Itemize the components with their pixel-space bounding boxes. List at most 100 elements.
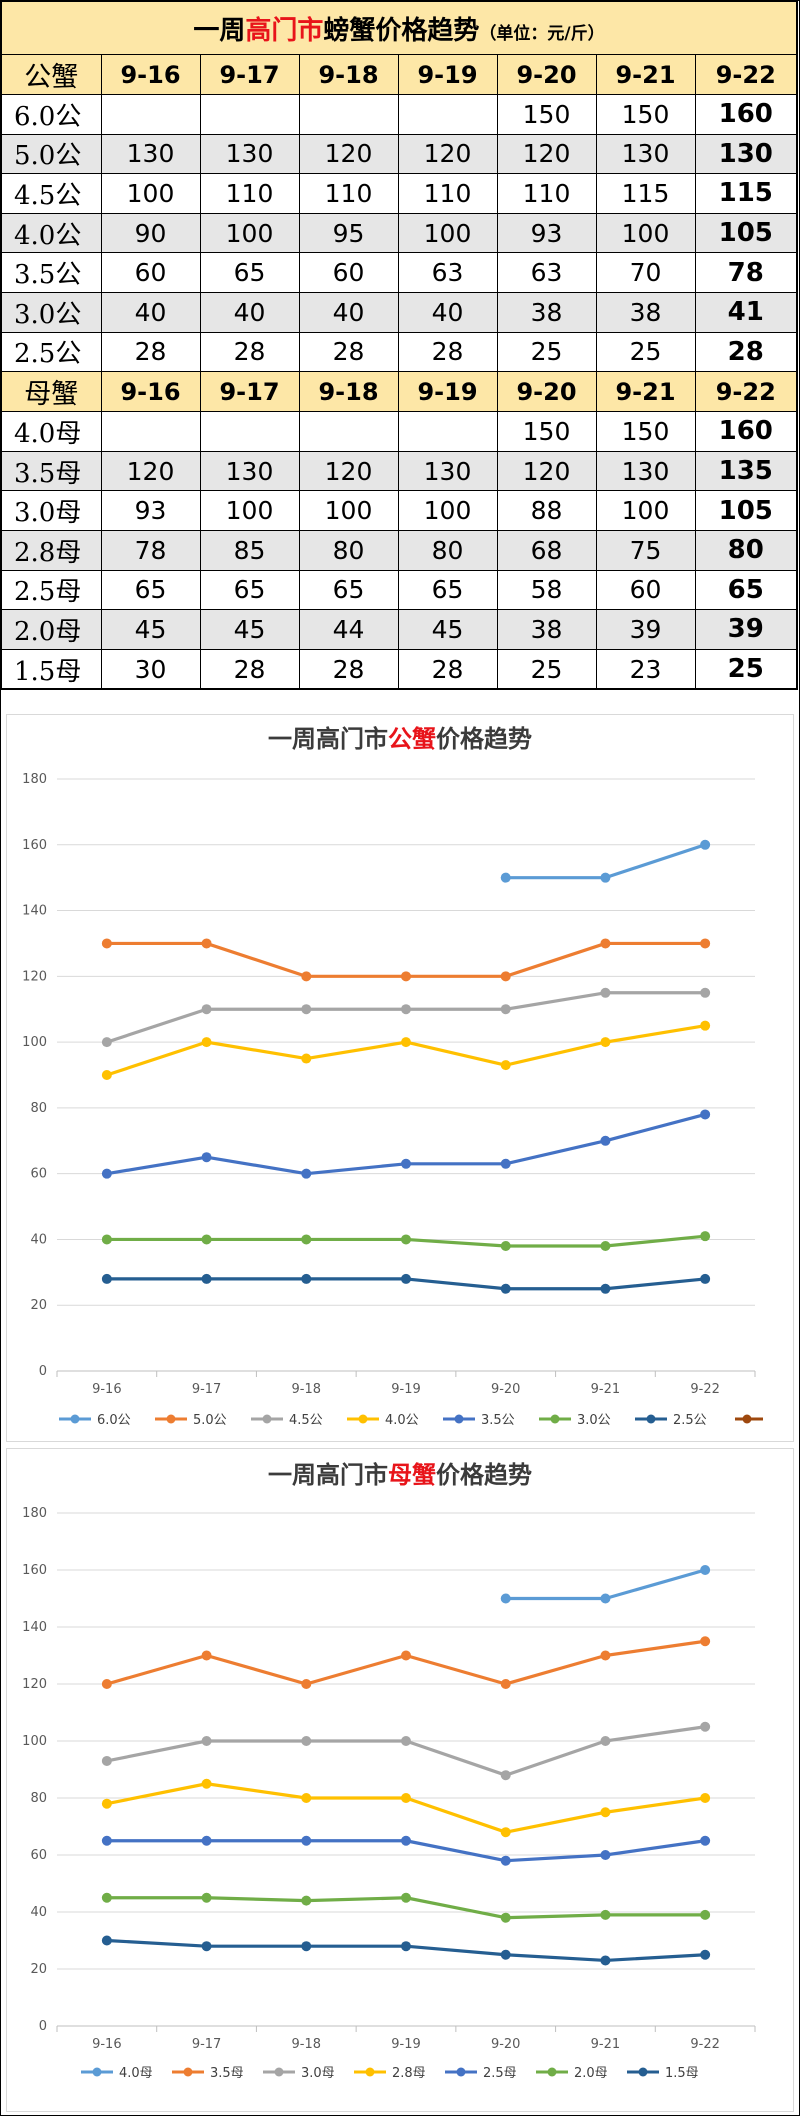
price-cell: 120 bbox=[100, 450, 201, 492]
price-cell: 28 bbox=[397, 648, 498, 690]
size-label: 3.5公 bbox=[0, 252, 102, 293]
size-label: 3.0母 bbox=[0, 490, 102, 531]
data-point bbox=[301, 1168, 312, 1179]
price-cell: 28 bbox=[397, 331, 498, 373]
data-point bbox=[600, 1283, 611, 1294]
data-point bbox=[201, 1037, 212, 1048]
y-tick-label: 100 bbox=[22, 1035, 47, 1050]
data-point bbox=[700, 938, 711, 949]
legend-label: 2.5公 bbox=[673, 1413, 707, 1428]
data-point bbox=[500, 1060, 511, 1071]
date-header: 9-18 bbox=[298, 371, 399, 413]
data-point bbox=[301, 1736, 312, 1746]
price-cell: 30 bbox=[100, 648, 201, 690]
data-point bbox=[401, 1650, 411, 1661]
data-point bbox=[500, 971, 511, 982]
series-6.0公 bbox=[500, 839, 711, 883]
x-tick-label: 9-17 bbox=[192, 2037, 222, 2052]
female-header-row: 母蟹 9-16 9-17 9-18 9-19 9-20 9-21 9-22 bbox=[0, 371, 798, 413]
female-price-row: 2.5母 65 65 65 65 58 60 65 bbox=[0, 569, 798, 611]
legend-item: 2.5公 bbox=[635, 1413, 707, 1428]
y-tick-label: 160 bbox=[22, 1563, 47, 1578]
size-label: 2.5母 bbox=[0, 569, 102, 611]
legend-item-truncated bbox=[735, 1414, 763, 1424]
chart-title-part: 母蟹 bbox=[388, 1460, 436, 1489]
price-cell bbox=[100, 94, 201, 135]
price-cell: 130 bbox=[595, 133, 696, 175]
data-point bbox=[500, 1004, 511, 1015]
price-cell: 115 bbox=[694, 173, 798, 214]
data-point bbox=[201, 1736, 212, 1746]
data-point bbox=[401, 1273, 411, 1284]
data-point bbox=[401, 1234, 411, 1245]
data-point bbox=[700, 1949, 711, 1960]
date-header: 9-18 bbox=[298, 54, 399, 95]
price-cell: 45 bbox=[100, 609, 201, 650]
data-point bbox=[600, 1850, 611, 1860]
legend-marker bbox=[742, 1414, 752, 1424]
series-2.5母 bbox=[101, 1835, 711, 1866]
price-cell: 100 bbox=[100, 173, 201, 214]
data-point bbox=[201, 1778, 212, 1789]
data-point bbox=[201, 1234, 212, 1245]
data-point bbox=[301, 1793, 312, 1803]
legend-label: 2.5母 bbox=[483, 2066, 517, 2081]
male-price-row: 4.0公 90 100 95 100 93 100 105 bbox=[0, 212, 798, 254]
price-cell: 130 bbox=[199, 133, 300, 175]
price-cell: 85 bbox=[199, 529, 300, 571]
legend-label: 5.0公 bbox=[193, 1413, 227, 1428]
data-point bbox=[700, 1636, 711, 1647]
chart-title-part: 公蟹 bbox=[388, 724, 436, 753]
male-price-row: 4.5公 100 110 110 110 110 115 115 bbox=[0, 173, 798, 214]
price-table: 一周高门市螃蟹价格趋势（单位：元/斤） 公蟹 9-16 9-17 9-18 9-19 9-… bbox=[0, 0, 799, 691]
price-cell: 60 bbox=[100, 252, 201, 293]
date-header: 9-20 bbox=[496, 371, 597, 413]
date-header: 9-22 bbox=[694, 371, 798, 413]
x-tick-label: 9-21 bbox=[591, 1382, 621, 1397]
price-cell: 110 bbox=[397, 173, 498, 214]
series-3.0公 bbox=[101, 1231, 711, 1252]
chart-svg: 一周高门市母蟹价格趋势 0 20 40 60 80 100 120 140 160 180 9-16 9… bbox=[22, 1460, 756, 2081]
price-cell bbox=[397, 94, 498, 135]
date-header: 9-19 bbox=[397, 371, 498, 413]
legend-marker bbox=[92, 2067, 102, 2077]
size-label: 3.0公 bbox=[0, 291, 102, 333]
data-point bbox=[101, 1234, 112, 1245]
price-cell: 28 bbox=[100, 331, 201, 373]
legend-marker bbox=[646, 1414, 656, 1424]
legend-label: 4.0母 bbox=[119, 2066, 153, 2081]
legend-label: 3.0母 bbox=[301, 2066, 335, 2081]
price-cell: 160 bbox=[694, 411, 798, 452]
data-point bbox=[600, 1593, 611, 1604]
x-tick-label: 9-16 bbox=[92, 2037, 122, 2052]
legend-item: 4.5公 bbox=[251, 1413, 323, 1428]
y-tick-label: 180 bbox=[22, 772, 47, 787]
price-cell bbox=[100, 411, 201, 452]
legend-item: 4.0公 bbox=[347, 1413, 419, 1428]
data-point bbox=[600, 1955, 611, 1966]
data-point bbox=[500, 1158, 511, 1169]
price-cell: 45 bbox=[397, 609, 498, 650]
data-point bbox=[500, 1855, 511, 1866]
price-cell: 63 bbox=[496, 252, 597, 293]
price-cell: 70 bbox=[595, 252, 696, 293]
legend-marker bbox=[274, 2067, 284, 2077]
price-cell: 100 bbox=[397, 490, 498, 531]
price-cell: 40 bbox=[298, 291, 399, 333]
data-point bbox=[700, 987, 711, 998]
male-price-row: 5.0公 130 130 120 120 120 130 130 bbox=[0, 133, 798, 175]
legend-marker bbox=[166, 1414, 176, 1424]
price-cell: 40 bbox=[397, 291, 498, 333]
price-cell: 40 bbox=[100, 291, 201, 333]
legend-item: 1.5母 bbox=[627, 2066, 699, 2081]
x-tick-label: 9-18 bbox=[292, 2037, 322, 2052]
price-cell: 130 bbox=[595, 450, 696, 492]
price-cell: 120 bbox=[298, 133, 399, 175]
legend-item: 2.5母 bbox=[445, 2066, 517, 2081]
female-price-row: 2.0母 45 45 44 45 38 39 39 bbox=[0, 609, 798, 650]
legend-item: 3.0公 bbox=[539, 1413, 611, 1428]
legend-item: 5.0公 bbox=[155, 1413, 227, 1428]
data-point bbox=[101, 1835, 112, 1846]
data-point bbox=[301, 971, 312, 982]
legend-item: 3.5母 bbox=[172, 2066, 244, 2081]
